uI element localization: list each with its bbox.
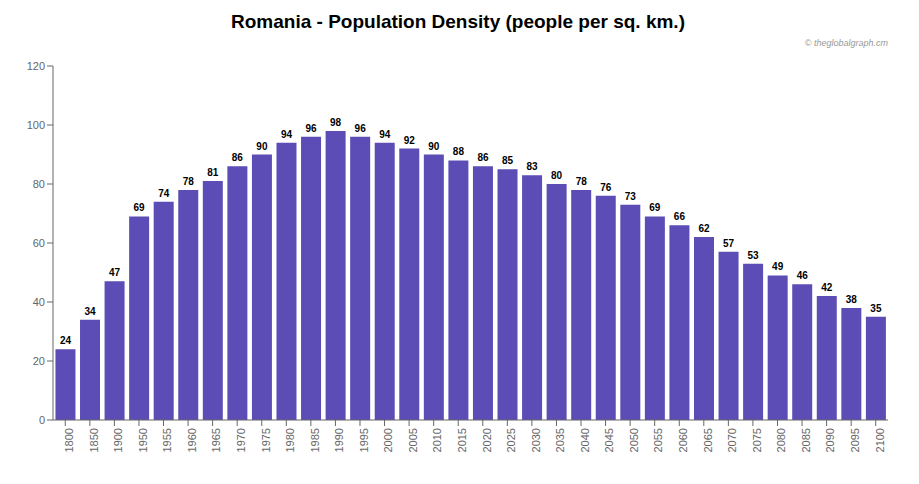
svg-text:100: 100 <box>27 119 45 131</box>
svg-text:66: 66 <box>674 211 686 222</box>
svg-text:1960: 1960 <box>186 428 198 452</box>
svg-text:83: 83 <box>527 161 539 172</box>
svg-text:2025: 2025 <box>505 428 517 452</box>
svg-text:62: 62 <box>698 223 710 234</box>
svg-text:96: 96 <box>305 123 317 134</box>
svg-text:2030: 2030 <box>530 428 542 452</box>
svg-text:96: 96 <box>355 123 367 134</box>
svg-text:2045: 2045 <box>603 428 615 452</box>
svg-text:42: 42 <box>821 282 833 293</box>
svg-text:1950: 1950 <box>137 428 149 452</box>
svg-text:98: 98 <box>330 117 342 128</box>
svg-text:1995: 1995 <box>358 428 370 452</box>
svg-text:76: 76 <box>600 182 612 193</box>
svg-text:2035: 2035 <box>554 428 566 452</box>
svg-text:69: 69 <box>134 202 146 213</box>
svg-text:2095: 2095 <box>849 428 861 452</box>
svg-text:20: 20 <box>33 355 45 367</box>
svg-text:2020: 2020 <box>481 428 493 452</box>
svg-text:94: 94 <box>379 129 391 140</box>
svg-text:94: 94 <box>281 129 293 140</box>
svg-text:1980: 1980 <box>284 428 296 452</box>
svg-text:78: 78 <box>576 176 588 187</box>
svg-text:1975: 1975 <box>260 428 272 452</box>
svg-text:90: 90 <box>428 141 440 152</box>
svg-text:1900: 1900 <box>112 428 124 452</box>
svg-text:2065: 2065 <box>702 428 714 452</box>
svg-text:47: 47 <box>109 267 121 278</box>
svg-text:80: 80 <box>33 178 45 190</box>
svg-text:2085: 2085 <box>800 428 812 452</box>
svg-text:34: 34 <box>84 306 96 317</box>
svg-text:1800: 1800 <box>63 428 75 452</box>
svg-text:60: 60 <box>33 237 45 249</box>
svg-text:2055: 2055 <box>653 428 665 452</box>
svg-text:85: 85 <box>502 155 514 166</box>
svg-text:1985: 1985 <box>309 428 321 452</box>
html-text:Romania - Population Density (: Romania - Population Density (people per… <box>231 11 685 32</box>
svg-text:120: 120 <box>27 60 45 72</box>
svg-text:1970: 1970 <box>235 428 247 452</box>
svg-text:1990: 1990 <box>333 428 345 452</box>
svg-text:2015: 2015 <box>456 428 468 452</box>
svg-text:2075: 2075 <box>751 428 763 452</box>
svg-text:1850: 1850 <box>88 428 100 452</box>
svg-text:38: 38 <box>846 294 858 305</box>
svg-text:2050: 2050 <box>628 428 640 452</box>
svg-text:2010: 2010 <box>431 428 443 452</box>
svg-text:2060: 2060 <box>677 428 689 452</box>
svg-text:86: 86 <box>232 152 244 163</box>
svg-text:2000: 2000 <box>382 428 394 452</box>
svg-text:49: 49 <box>772 261 784 272</box>
html-text:© theglobalgraph.cm: © theglobalgraph.cm <box>804 38 888 48</box>
svg-text:88: 88 <box>453 146 465 157</box>
svg-text:2090: 2090 <box>824 428 836 452</box>
svg-text:53: 53 <box>748 250 760 261</box>
svg-text:73: 73 <box>625 191 637 202</box>
svg-text:92: 92 <box>404 135 416 146</box>
svg-text:0: 0 <box>39 414 45 426</box>
svg-text:2080: 2080 <box>775 428 787 452</box>
svg-text:81: 81 <box>207 167 219 178</box>
svg-text:35: 35 <box>870 303 882 314</box>
svg-text:80: 80 <box>551 170 563 181</box>
svg-text:86: 86 <box>477 152 489 163</box>
svg-text:2070: 2070 <box>726 428 738 452</box>
svg-text:1965: 1965 <box>210 428 222 452</box>
svg-text:2100: 2100 <box>874 428 886 452</box>
svg-text:74: 74 <box>158 188 170 199</box>
svg-text:90: 90 <box>256 141 268 152</box>
svg-text:40: 40 <box>33 296 45 308</box>
svg-text:24: 24 <box>60 335 72 346</box>
svg-text:69: 69 <box>649 202 661 213</box>
svg-text:78: 78 <box>183 176 195 187</box>
svg-text:46: 46 <box>797 270 809 281</box>
svg-text:57: 57 <box>723 238 735 249</box>
svg-text:1955: 1955 <box>161 428 173 452</box>
svg-text:2005: 2005 <box>407 428 419 452</box>
svg-text:2040: 2040 <box>579 428 591 452</box>
